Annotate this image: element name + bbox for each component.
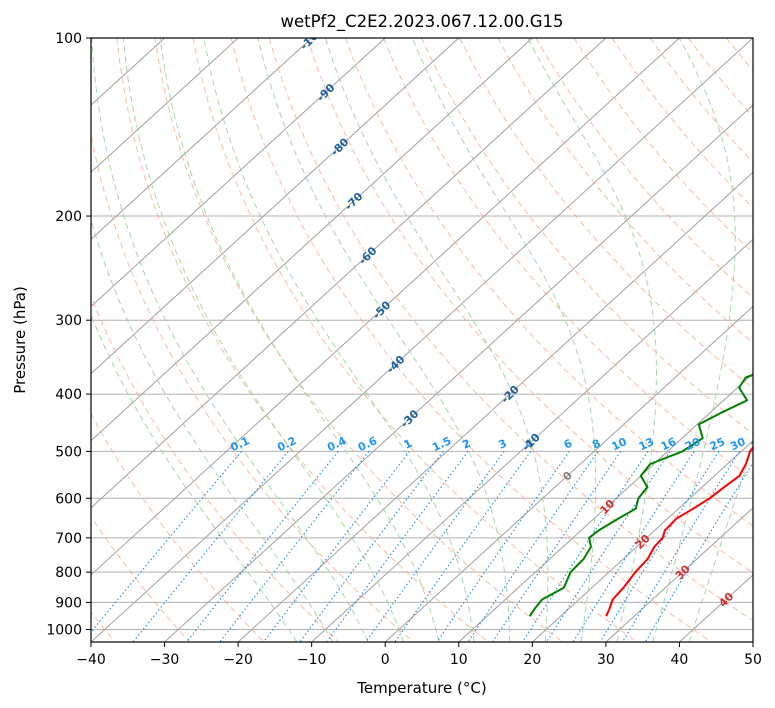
mixing-ratio-label: 16 bbox=[659, 435, 679, 453]
isotherm-line bbox=[91, 38, 239, 173]
dry-adiabat-line bbox=[192, 38, 638, 642]
dewpoint-line bbox=[528, 373, 753, 617]
x-tick-label: 10 bbox=[450, 652, 468, 668]
y-tick-label: 100 bbox=[55, 31, 82, 47]
mixing-ratio-line bbox=[492, 451, 622, 642]
y-axis-ticks: 100 200 300 400 500 600 700 800 900 1000 bbox=[46, 31, 91, 638]
moist-adiabat-line bbox=[688, 444, 753, 642]
x-tick-label: −40 bbox=[76, 652, 106, 668]
x-tick-label: −20 bbox=[223, 652, 253, 668]
mixing-ratio-line bbox=[91, 451, 242, 633]
mixing-ratio-line bbox=[467, 451, 599, 642]
plot-area: 0.10.20.40.611.52346810131620253036-100-… bbox=[91, 38, 769, 642]
mixing-ratio-line bbox=[299, 451, 444, 642]
x-tick-label: 50 bbox=[744, 652, 762, 668]
isotherm-line bbox=[91, 38, 607, 509]
x-tick-label: 40 bbox=[671, 652, 689, 668]
mixing-ratio-line bbox=[186, 451, 339, 642]
y-tick-label: 600 bbox=[55, 491, 82, 507]
y-tick-label: 800 bbox=[55, 565, 82, 581]
dry-adiabat-line bbox=[116, 38, 489, 642]
dry-adiabat-line bbox=[459, 38, 753, 389]
y-tick-label: 400 bbox=[55, 387, 82, 403]
mixing-ratio-line bbox=[394, 451, 532, 642]
isotherm-line bbox=[91, 38, 680, 576]
moist-adiabat-line bbox=[257, 38, 511, 642]
y-tick-label: 500 bbox=[55, 444, 82, 460]
mixing-ratio-label: 20 bbox=[683, 435, 703, 453]
dry-adiabat-line bbox=[154, 38, 563, 642]
chart-title: wetPf2_C2E2.2023.067.12.00.G15 bbox=[280, 12, 563, 32]
mixing-ratio-label: 36 bbox=[749, 435, 769, 453]
isotherm-line bbox=[237, 171, 753, 642]
isotherm-line bbox=[531, 439, 753, 642]
mixing-ratio-line bbox=[599, 451, 720, 642]
moist-adiabat-line bbox=[159, 38, 440, 642]
y-tick-label: 200 bbox=[55, 209, 82, 225]
moist-adiabat-line bbox=[122, 38, 405, 642]
isotherm-line bbox=[91, 38, 460, 375]
mixing-ratio-label: 13 bbox=[637, 435, 656, 453]
x-tick-label: −30 bbox=[150, 652, 180, 668]
moist-adiabat-line bbox=[203, 38, 475, 642]
x-axis-title: Temperature (°C) bbox=[356, 679, 486, 697]
mixing-ratio-label: 30 bbox=[728, 435, 748, 453]
mixing-ratio-label: 10 bbox=[609, 435, 629, 453]
y-axis-title: Pressure (hPa) bbox=[11, 286, 29, 394]
y-tick-label: 700 bbox=[55, 531, 82, 547]
temperature-line bbox=[605, 445, 753, 617]
isotherm-line bbox=[164, 104, 753, 642]
dry-adiabat-line bbox=[91, 294, 340, 642]
dry-adiabat-line bbox=[344, 38, 753, 527]
x-tick-label: 20 bbox=[523, 652, 541, 668]
x-tick-label: −10 bbox=[297, 652, 327, 668]
isotherm-line bbox=[91, 38, 533, 442]
x-axis-ticks: −40 −30 −20 −10 0 10 20 30 40 50 bbox=[76, 642, 762, 668]
dry-adiabat-line bbox=[91, 132, 414, 642]
dry-adiabat-line bbox=[421, 38, 753, 435]
mixing-ratio-lines bbox=[91, 451, 753, 642]
isotherm-line bbox=[311, 238, 753, 642]
mixing-ratio-line bbox=[436, 451, 570, 642]
mixing-ratio-line bbox=[522, 451, 649, 642]
dry-adiabat-lines bbox=[91, 38, 753, 642]
y-tick-label: 1000 bbox=[46, 622, 82, 638]
mixing-ratio-line bbox=[219, 451, 370, 642]
moist-adiabat-line bbox=[91, 313, 298, 642]
moist-adiabat-line bbox=[324, 38, 549, 642]
moist-adiabat-line bbox=[91, 218, 334, 642]
isotherm-line bbox=[91, 38, 753, 642]
isotherm-line bbox=[91, 38, 313, 241]
isotherm-lines bbox=[91, 38, 753, 642]
x-tick-label: 30 bbox=[597, 652, 615, 668]
mixing-ratio-line bbox=[622, 451, 740, 642]
isotherm-line bbox=[91, 38, 386, 308]
moist-adiabat-line bbox=[91, 38, 369, 642]
y-tick-label: 300 bbox=[55, 313, 82, 329]
y-tick-label: 900 bbox=[55, 595, 82, 611]
mixing-ratio-label: 25 bbox=[708, 435, 727, 453]
plot-frame bbox=[90, 37, 754, 643]
mixing-ratio-line bbox=[326, 451, 469, 642]
isotherm-line bbox=[458, 372, 753, 642]
dry-adiabat-line bbox=[268, 38, 753, 622]
isotherm-line bbox=[605, 507, 753, 642]
dry-adiabat-line bbox=[306, 38, 753, 574]
isotherm-line bbox=[384, 305, 753, 642]
moist-adiabat-line bbox=[412, 38, 597, 642]
sounding-series bbox=[528, 373, 753, 617]
moist-adiabat-line bbox=[652, 38, 736, 642]
x-tick-label: 0 bbox=[381, 652, 390, 668]
moist-adiabat-lines bbox=[91, 38, 753, 642]
moist-adiabat-line bbox=[527, 38, 657, 642]
